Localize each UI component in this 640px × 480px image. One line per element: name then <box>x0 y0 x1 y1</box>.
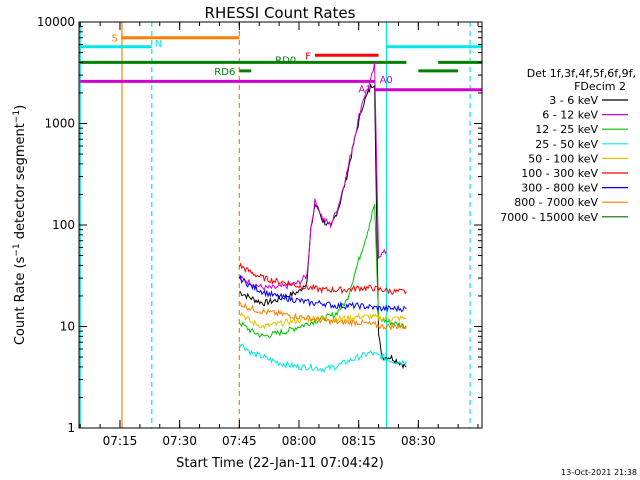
series-line-5 <box>238 262 407 296</box>
legend-label-8: 7000 - 15000 keV <box>500 211 598 224</box>
series-line-4 <box>238 312 407 330</box>
legend-label-3: 25 - 50 keV <box>535 138 598 151</box>
y-tick-label-0: 1 <box>67 421 75 435</box>
plot-frame <box>78 21 483 429</box>
x-tick-label-0: 07:15 <box>103 434 138 448</box>
x-tick-label-4: 08:15 <box>341 434 376 448</box>
state-bar-label-n: N <box>155 39 162 50</box>
state-bar-label-s: S <box>112 34 118 45</box>
y-tick-label-1: 10 <box>60 320 75 334</box>
x-axis-label: Start Time (22-Jan-11 07:04:42) <box>176 456 384 471</box>
y-axis-label-sup1: −1 <box>12 243 22 256</box>
footer-timestamp: 13-Oct-2021 21:38 <box>561 468 637 477</box>
state-bar-label-a0: A0 <box>380 75 393 86</box>
legend-label-0: 3 - 6 keV <box>549 94 598 107</box>
legend-header-line1: Det 1f,3f,4f,5f,6f,9f, <box>527 67 636 80</box>
y-axis-label-end: ) <box>13 105 28 110</box>
chart-title: RHESSI Count Rates <box>205 4 356 22</box>
y-axis-label: Count Rate (s−1 detector segment−1) <box>12 105 28 345</box>
state-bar-label-a1: A1 <box>358 84 371 95</box>
y-tick-label-4: 10000 <box>37 15 75 29</box>
x-tick-label-3: 08:00 <box>282 434 317 448</box>
legend-label-4: 50 - 100 keV <box>528 152 598 165</box>
legend-label-5: 100 - 300 keV <box>521 167 598 180</box>
y-axis-label-main: Count Rate (s <box>13 256 28 345</box>
series-line-1 <box>238 61 387 292</box>
y-axis-label-sup2: −1 <box>12 110 22 123</box>
legend-label-7: 800 - 7000 keV <box>514 196 598 209</box>
y-axis-label-mid: detector segment <box>13 123 28 243</box>
series-line-3 <box>238 343 407 374</box>
x-tick-label-1: 07:30 <box>162 434 197 448</box>
state-bar-label-f: F <box>305 51 311 62</box>
state-bar-label-rd6: RD6 <box>214 67 235 78</box>
legend-header-line2: FDecim 2 <box>574 80 626 93</box>
series-layer <box>238 61 407 374</box>
legend-label-2: 12 - 25 keV <box>535 123 598 136</box>
legend-label-1: 6 - 12 keV <box>542 109 598 122</box>
state-bar-label-rd0: RD0 <box>275 55 296 66</box>
series-line-2 <box>238 204 407 339</box>
x-tick-label-5: 08:30 <box>401 434 436 448</box>
series-line-0 <box>239 83 407 370</box>
x-tick-label-2: 07:45 <box>222 434 257 448</box>
axis-ticks: 07:15 07:30 07:45 08:00 08:15 08:30 1 10 100 1000… <box>37 15 482 448</box>
legend: Det 1f,3f,4f,5f,6f,9f, FDecim 2 3 - 6 ke… <box>500 67 636 224</box>
series-line-6 <box>238 274 407 313</box>
annotation-layer: S N F RD0 RD6 A1 A0 <box>79 22 482 428</box>
series-line-7 <box>238 301 407 331</box>
y-tick-label-2: 100 <box>52 218 75 232</box>
y-tick-label-3: 1000 <box>44 117 75 131</box>
legend-label-6: 300 - 800 keV <box>521 182 598 195</box>
